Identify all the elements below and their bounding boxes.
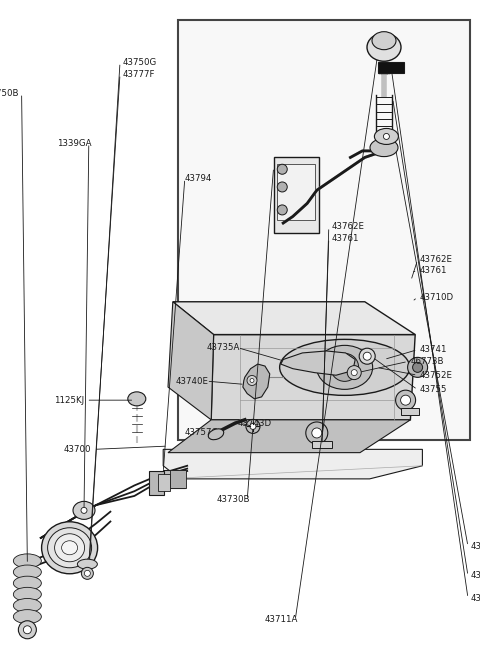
- Text: 46773B: 46773B: [410, 357, 444, 366]
- Circle shape: [81, 507, 87, 514]
- Circle shape: [250, 379, 254, 382]
- Ellipse shape: [13, 554, 41, 568]
- Bar: [170, 470, 186, 488]
- Text: 43762E: 43762E: [420, 255, 453, 264]
- Text: 43740E: 43740E: [176, 377, 209, 386]
- Ellipse shape: [77, 559, 97, 569]
- Circle shape: [18, 621, 36, 639]
- Text: 43780B: 43780B: [470, 542, 480, 551]
- Text: 43730B: 43730B: [216, 495, 250, 504]
- Text: 43761: 43761: [420, 266, 447, 276]
- Ellipse shape: [55, 534, 84, 562]
- Bar: [274, 157, 319, 233]
- Text: 43741: 43741: [420, 345, 447, 354]
- Ellipse shape: [13, 598, 41, 613]
- Text: 43750G: 43750G: [122, 58, 156, 67]
- Circle shape: [277, 205, 287, 215]
- Bar: [277, 164, 315, 220]
- Text: 43711A: 43711A: [264, 615, 298, 625]
- Circle shape: [359, 348, 375, 364]
- Circle shape: [312, 428, 322, 438]
- Bar: [312, 441, 332, 449]
- Circle shape: [81, 567, 93, 579]
- Text: 43794: 43794: [185, 174, 212, 183]
- Ellipse shape: [48, 528, 92, 567]
- Ellipse shape: [331, 354, 359, 381]
- Circle shape: [351, 369, 357, 376]
- Ellipse shape: [374, 129, 398, 144]
- Ellipse shape: [367, 33, 401, 61]
- Circle shape: [246, 419, 260, 434]
- Ellipse shape: [370, 138, 398, 157]
- Ellipse shape: [13, 587, 41, 602]
- Text: 1339GA: 1339GA: [57, 138, 91, 148]
- Text: 43761: 43761: [331, 234, 359, 243]
- Circle shape: [84, 570, 90, 577]
- Ellipse shape: [61, 541, 78, 555]
- Text: 1125KJ: 1125KJ: [54, 396, 84, 405]
- Circle shape: [250, 423, 256, 430]
- Polygon shape: [163, 449, 422, 479]
- Circle shape: [24, 626, 31, 634]
- Circle shape: [408, 358, 428, 377]
- Ellipse shape: [372, 31, 396, 50]
- Polygon shape: [168, 302, 214, 420]
- Circle shape: [401, 395, 410, 405]
- Polygon shape: [281, 351, 355, 375]
- Circle shape: [413, 362, 422, 373]
- Polygon shape: [211, 335, 415, 420]
- Circle shape: [247, 375, 257, 386]
- Text: 43735A: 43735A: [206, 343, 240, 352]
- Circle shape: [384, 133, 389, 140]
- Bar: [378, 62, 404, 73]
- Ellipse shape: [73, 501, 95, 520]
- Circle shape: [347, 365, 361, 380]
- Circle shape: [277, 182, 287, 192]
- Text: 43710D: 43710D: [420, 293, 454, 302]
- Text: 43762E: 43762E: [331, 222, 364, 232]
- Ellipse shape: [13, 576, 41, 590]
- Ellipse shape: [208, 429, 224, 440]
- Text: 43713K: 43713K: [470, 571, 480, 581]
- Polygon shape: [243, 364, 270, 399]
- Text: 43750B: 43750B: [0, 89, 19, 98]
- Circle shape: [396, 390, 416, 410]
- Text: 43777F: 43777F: [122, 70, 155, 79]
- Text: 43757C: 43757C: [185, 428, 218, 438]
- Bar: [163, 470, 185, 488]
- Ellipse shape: [128, 392, 146, 406]
- Bar: [178, 20, 470, 440]
- Bar: [401, 408, 420, 415]
- Text: 43743D: 43743D: [238, 419, 272, 428]
- Text: 43726B: 43726B: [470, 594, 480, 603]
- Polygon shape: [168, 420, 410, 453]
- Ellipse shape: [42, 522, 97, 574]
- Bar: [158, 474, 170, 491]
- Ellipse shape: [280, 339, 409, 396]
- Ellipse shape: [13, 609, 41, 624]
- Circle shape: [277, 164, 287, 174]
- Circle shape: [306, 422, 328, 444]
- Ellipse shape: [317, 345, 372, 390]
- Bar: [149, 471, 164, 495]
- Polygon shape: [173, 302, 415, 335]
- Text: 43700: 43700: [64, 445, 91, 454]
- Text: 43752E: 43752E: [420, 371, 453, 380]
- Text: 43755: 43755: [420, 385, 447, 394]
- Circle shape: [363, 352, 371, 360]
- Ellipse shape: [13, 565, 41, 579]
